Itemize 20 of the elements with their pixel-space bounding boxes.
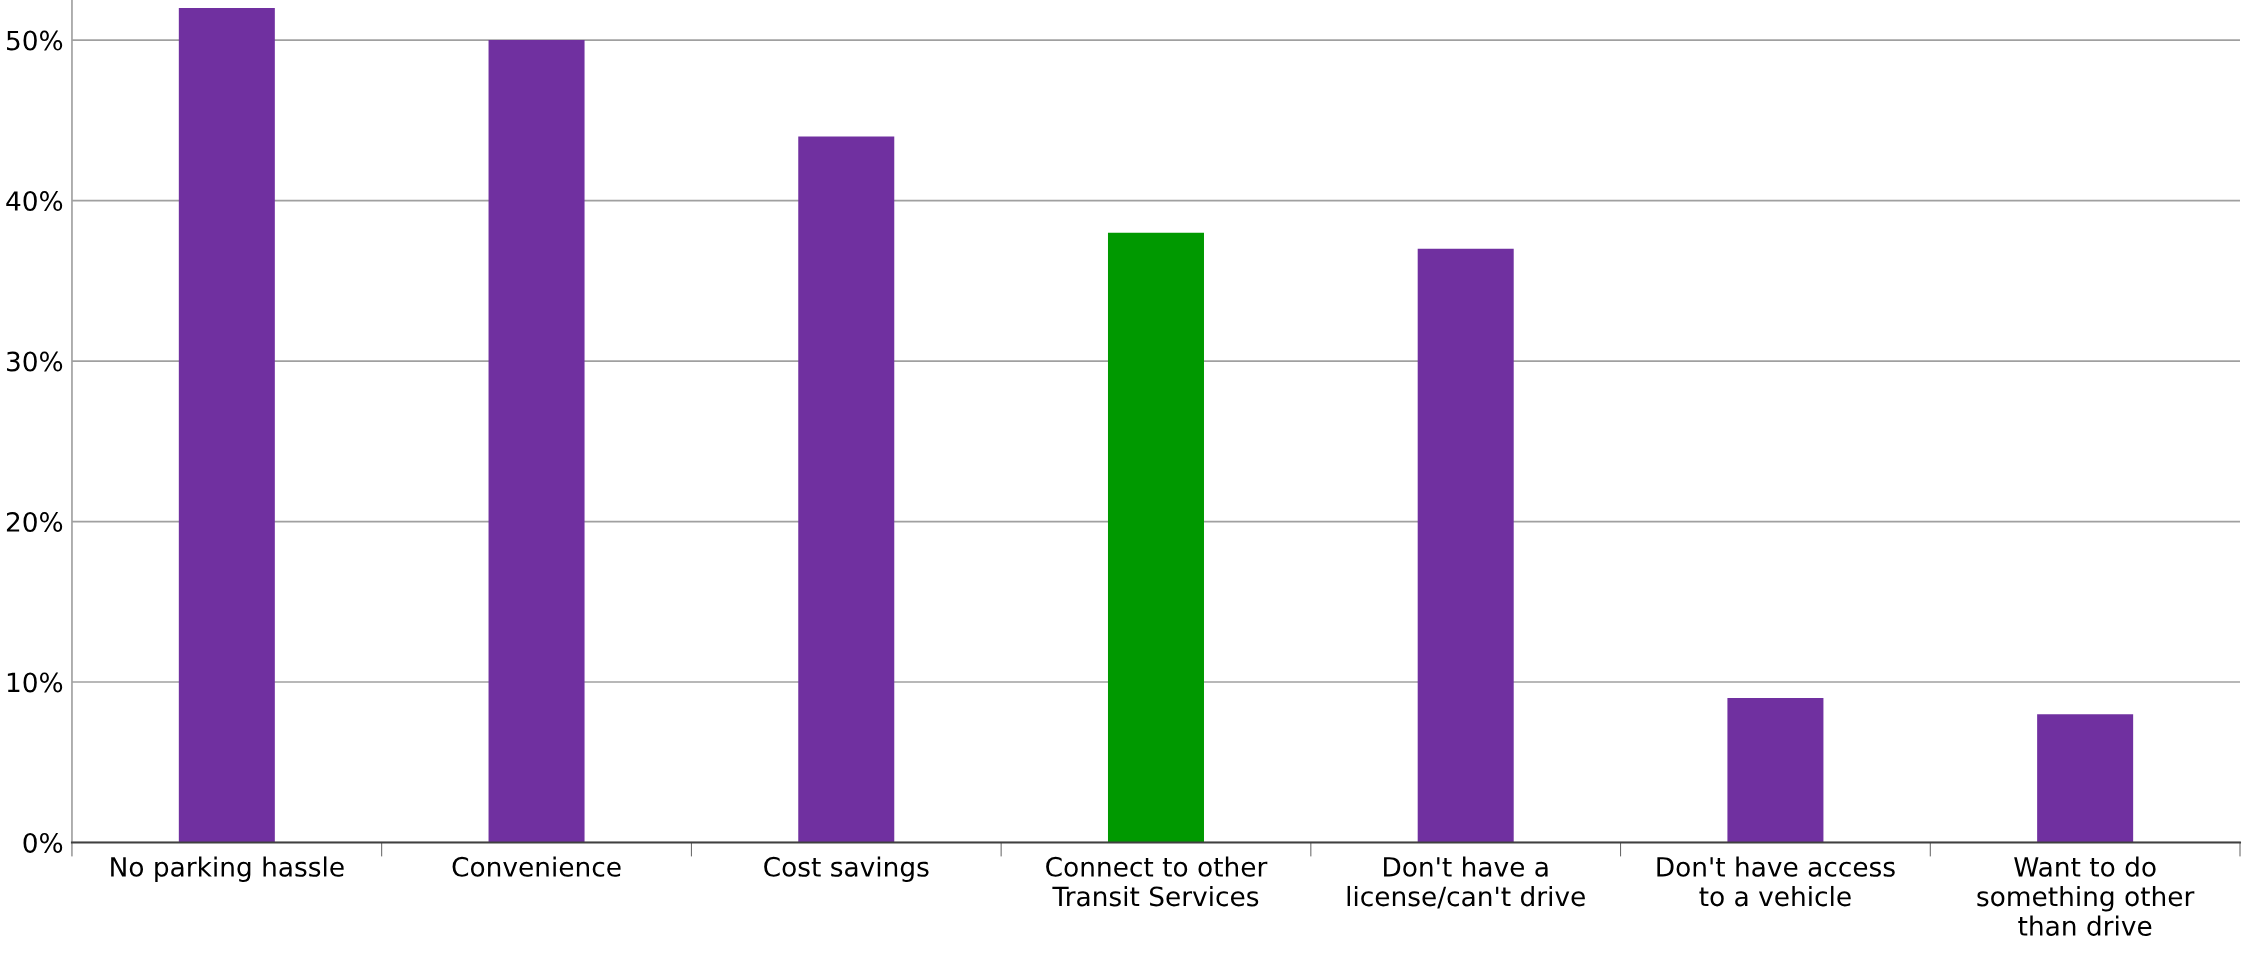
- bar: [1417, 248, 1514, 843]
- x-tick-label: Don't have a license/can't drive: [1347, 856, 1585, 909]
- bar: [178, 8, 275, 843]
- x-tick-label: Don't have access to a vehicle: [1657, 856, 1895, 907]
- y-tick-label: 50%: [7, 30, 63, 51]
- x-tick-label: No parking hassle: [111, 856, 344, 882]
- bar: [488, 40, 585, 843]
- x-tick-label: Convenience: [452, 856, 621, 877]
- y-tick-label: 0%: [23, 832, 63, 853]
- x-tick-label: Connect to other Transit Services: [1046, 856, 1268, 907]
- bar: [1107, 232, 1204, 843]
- x-tick-label: Want to do something other than drive: [1977, 856, 2195, 936]
- bar: [1727, 698, 1824, 843]
- y-tick-label: 20%: [6, 511, 63, 532]
- bar: [798, 136, 895, 843]
- x-tick-label: Cost savings: [764, 856, 929, 882]
- y-tick-label: 40%: [6, 191, 63, 211]
- bar: [2037, 714, 2134, 843]
- y-tick-label: 10%: [7, 672, 63, 693]
- y-tick-label: 30%: [6, 351, 63, 372]
